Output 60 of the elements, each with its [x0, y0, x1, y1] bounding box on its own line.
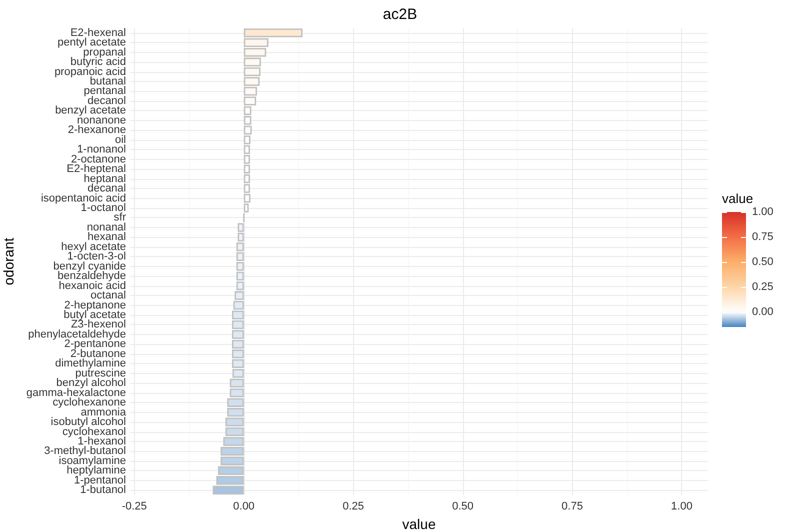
y-tick-label: benzyl cyanide — [53, 260, 126, 272]
y-tick-label: 2-hexanone — [68, 124, 126, 136]
y-tick-label: 1-butanol — [80, 484, 126, 496]
x-tick-label: 1.00 — [671, 500, 692, 512]
y-tick-label: cyclohexanone — [52, 396, 126, 409]
y-tick-label: ammonia — [80, 406, 127, 418]
color-bar-label: 0.75 — [752, 230, 774, 244]
y-tick-label: heptanal — [84, 172, 126, 185]
y-tick-label: 1-hexanol — [78, 435, 126, 448]
y-tick-label: hexanal — [87, 231, 126, 244]
y-tick-label: benzaldehyde — [57, 270, 126, 282]
x-tick-label: 0.25 — [342, 500, 364, 512]
y-tick-label: hexanoic acid — [58, 280, 126, 292]
y-tick-label: 2-butanone — [70, 348, 126, 360]
y-tick-label: oil — [114, 134, 126, 146]
y-tick-label: E2-heptenal — [66, 163, 126, 176]
y-tick-label: 2-pentanone — [64, 338, 126, 350]
x-tick-label: 0.00 — [233, 500, 255, 512]
y-tick-label: decanol — [87, 94, 126, 107]
y-tick-label: decanal — [87, 182, 126, 195]
y-tick-label: isopentanoic acid — [40, 192, 126, 204]
y-tick-label: 1-octanol — [80, 202, 126, 214]
y-tick-label: 2-heptanone — [64, 299, 126, 312]
color-bar-label: 1.00 — [752, 205, 774, 219]
y-tick-label: cyclohexanol — [62, 426, 126, 438]
chart-title: ac2B — [382, 6, 418, 23]
y-tick-label: phenylacetaldehyde — [28, 328, 126, 340]
y-tick-label: pentyl acetate — [58, 36, 126, 49]
color-bar-label: 0.00 — [752, 305, 774, 319]
y-tick-label: dimethylamine — [55, 358, 126, 370]
x-tick-label: -0.25 — [122, 500, 147, 512]
x-axis-title: value — [402, 516, 436, 532]
y-tick-label: 1-pentanol — [74, 474, 126, 486]
y-tick-label: heptylamine — [66, 464, 126, 477]
x-tick-label: 0.75 — [562, 500, 583, 512]
y-tick-label: propanoic acid — [54, 66, 126, 78]
y-tick-label: butyric acid — [70, 56, 126, 68]
y-tick-label: putrescine — [75, 367, 126, 380]
y-tick-label: Z3-hexenol — [70, 318, 126, 331]
y-tick-label: pentanal — [84, 85, 126, 98]
y-tick-label: sfr — [114, 212, 126, 224]
y-tick-label: 2-octanone — [70, 153, 126, 166]
y-tick-label: octanal — [90, 290, 126, 302]
x-tick-label: 0.50 — [452, 500, 474, 512]
y-axis-title: odorant — [0, 238, 16, 286]
y-tick-label: benzyl alcohol — [56, 377, 126, 390]
y-tick-label: gamma-hexalactone — [26, 386, 126, 399]
y-tick-label: propanal — [83, 46, 126, 58]
color-bar-title: value — [722, 191, 754, 206]
y-tick-label: E2-hexenal — [70, 26, 126, 39]
y-tick-label: nonanal — [86, 221, 126, 234]
y-tick-label: isobutyl alcohol — [50, 416, 126, 428]
color-bar-label: 0.50 — [752, 255, 774, 269]
y-tick-label: hexyl acetate — [61, 240, 126, 253]
color-bar-label: 0.25 — [752, 280, 774, 294]
y-tick-label: 1-nonanol — [77, 144, 126, 156]
y-tick-label: benzyl acetate — [55, 104, 126, 117]
y-tick-label: isoamylamine — [58, 454, 126, 467]
y-tick-label: 3-methyl-butanol — [44, 445, 126, 458]
y-tick-label: 1-octen-3-ol — [67, 250, 126, 263]
